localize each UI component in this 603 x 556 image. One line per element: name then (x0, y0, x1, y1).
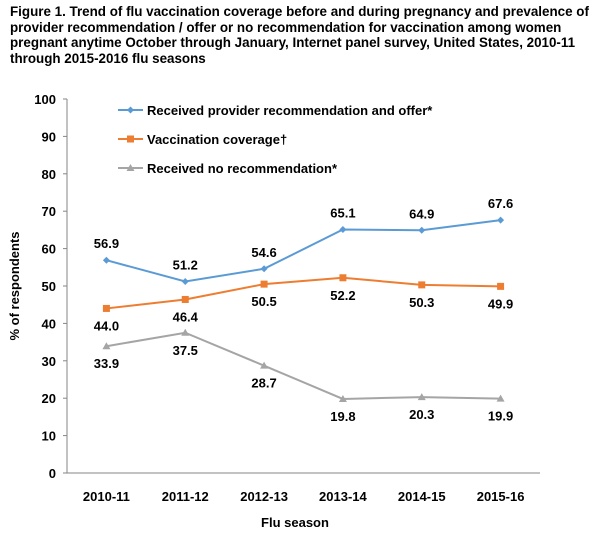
data-point (102, 256, 110, 264)
data-point (338, 394, 347, 402)
x-axis-title: Flu season (261, 515, 329, 530)
series-line-1 (106, 276, 501, 310)
y-tick-label: 30 (42, 354, 56, 369)
chart-title: Figure 1. Trend of flu vaccination cover… (10, 4, 589, 66)
data-label: 19.8 (330, 409, 355, 424)
data-point (418, 226, 426, 234)
x-tick-label: 2011-12 (162, 489, 209, 504)
y-tick-label: 50 (42, 279, 56, 294)
y-tick-label: 80 (42, 167, 56, 182)
data-point (181, 328, 190, 336)
legend-label: Vaccination coverage† (147, 132, 287, 147)
legend-label: Received no recommendation* (147, 161, 338, 176)
data-label: 54.6 (251, 245, 276, 260)
data-point (260, 361, 269, 369)
series-line-0 (106, 219, 501, 283)
x-tick-label: 2015-16 (477, 489, 525, 504)
data-point (102, 304, 110, 312)
data-point (418, 281, 426, 289)
data-label: 44.0 (94, 318, 119, 333)
data-label: 37.5 (173, 343, 198, 358)
legend-label: Received provider recommendation and off… (147, 103, 433, 118)
data-label: 56.9 (94, 236, 119, 251)
data-label: 46.4 (173, 309, 199, 324)
y-tick-label: 40 (42, 316, 56, 331)
legend-marker (127, 106, 134, 114)
data-point (260, 265, 268, 273)
data-label: 50.3 (409, 295, 434, 310)
x-tick-label: 2010-11 (83, 489, 130, 504)
data-label: 67.6 (488, 196, 513, 211)
data-label: 52.2 (330, 288, 355, 303)
data-label: 65.1 (330, 206, 355, 221)
data-label: 28.7 (251, 376, 276, 391)
y-tick-label: 90 (42, 129, 56, 144)
data-point (339, 226, 347, 234)
data-point (102, 342, 111, 350)
data-label: 33.9 (94, 356, 119, 371)
y-tick-label: 10 (42, 429, 56, 444)
data-label: 50.5 (251, 294, 276, 309)
y-tick-label: 70 (42, 204, 56, 219)
data-label: 64.9 (409, 206, 434, 221)
data-point (339, 274, 347, 282)
data-point (260, 280, 268, 288)
series-line-2 (106, 331, 501, 400)
data-label: 49.9 (488, 296, 513, 311)
data-point (417, 393, 426, 401)
data-point (181, 278, 189, 286)
data-label: 19.9 (488, 409, 513, 424)
y-tick-label: 60 (42, 242, 56, 257)
x-tick-label: 2013-14 (319, 489, 367, 504)
legend-marker (127, 135, 134, 143)
x-tick-label: 2014-15 (398, 489, 446, 504)
y-tick-label: 100 (34, 92, 56, 107)
data-label: 20.3 (409, 407, 434, 422)
x-tick-label: 2012-13 (240, 489, 288, 504)
data-point (496, 394, 505, 402)
y-tick-label: 20 (42, 391, 56, 406)
data-point (181, 295, 189, 303)
y-tick-label: 0 (49, 466, 56, 481)
data-point (497, 216, 505, 224)
legend-marker (126, 164, 135, 171)
y-axis-title: % of respondents (7, 231, 22, 340)
data-label: 51.2 (173, 258, 198, 273)
data-point (497, 282, 505, 290)
